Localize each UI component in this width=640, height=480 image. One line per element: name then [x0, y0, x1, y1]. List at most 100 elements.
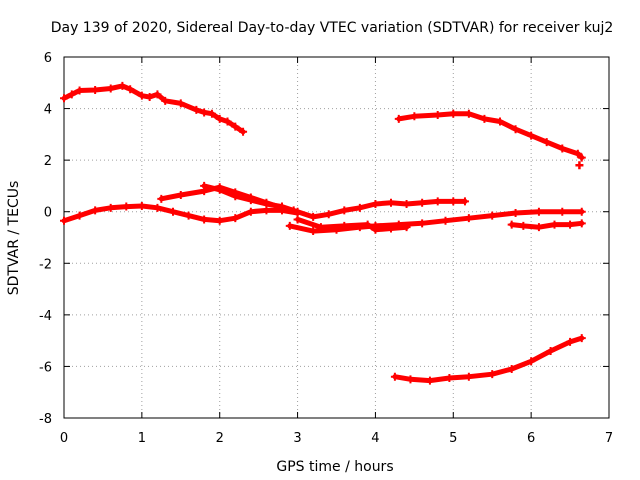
x-tick-labels: 0 1 2 3 4 5 6 7	[60, 431, 613, 446]
x-axis-label: GPS time / hours	[276, 459, 393, 475]
data-point	[192, 105, 201, 114]
data-point	[67, 90, 76, 99]
data-point	[176, 99, 185, 108]
data-point	[480, 114, 489, 123]
data-point	[145, 92, 154, 101]
y-tick-label: 4	[44, 103, 52, 118]
x-tick-label: 4	[371, 431, 379, 446]
data-point	[464, 214, 473, 223]
data-point	[558, 144, 567, 153]
data-point	[511, 125, 520, 134]
data-point	[200, 215, 209, 224]
data-point	[246, 196, 255, 205]
data-point	[60, 216, 68, 225]
data-point	[534, 207, 543, 216]
data-point	[157, 194, 166, 203]
data-point	[309, 212, 318, 221]
data-point	[402, 199, 411, 208]
series-arc-2	[394, 109, 586, 162]
data-point	[566, 220, 575, 229]
data-point	[169, 207, 177, 216]
y-tick-label: 0	[44, 206, 52, 221]
data-point	[153, 203, 162, 212]
series-arc-9	[390, 334, 586, 385]
data-point	[231, 214, 240, 223]
x-tick-label: 7	[605, 431, 613, 446]
data-point	[519, 221, 528, 230]
data-point	[106, 203, 115, 212]
plot-frame	[63, 56, 610, 419]
data-point	[106, 84, 115, 93]
series-arc-8	[507, 219, 586, 232]
data-point	[91, 86, 100, 95]
x-tick-label: 6	[527, 431, 535, 446]
data-point	[316, 223, 325, 232]
series-line	[396, 111, 585, 161]
data-point	[137, 202, 146, 211]
data-point	[215, 216, 224, 225]
data-point	[75, 86, 84, 95]
data-point	[246, 207, 255, 216]
data-point	[293, 215, 302, 224]
data-point	[91, 206, 100, 215]
series-arc-1	[60, 81, 248, 136]
data-point	[184, 211, 193, 220]
data-point	[309, 227, 318, 236]
data-point	[122, 202, 131, 211]
series-group	[60, 81, 586, 385]
data-point	[527, 357, 536, 366]
series-arc-7	[293, 215, 411, 234]
data-point	[215, 114, 224, 123]
data-point	[231, 192, 240, 201]
data-point	[527, 131, 536, 140]
data-point	[558, 207, 567, 216]
data-point	[577, 219, 586, 228]
data-point	[534, 223, 543, 232]
series-line	[61, 203, 301, 224]
data-point	[161, 96, 170, 105]
chart-title: Day 139 of 2020, Sidereal Day-to-day VTE…	[51, 20, 614, 36]
data-point	[511, 209, 520, 218]
data-point	[433, 197, 442, 206]
data-point	[433, 111, 442, 120]
data-point	[410, 112, 419, 121]
data-point	[340, 221, 349, 230]
x-tick-label: 0	[60, 431, 68, 446]
data-point	[546, 346, 555, 355]
x-tick-label: 3	[293, 431, 301, 446]
data-point	[441, 216, 450, 225]
data-point	[387, 198, 395, 207]
y-tick-label: -8	[39, 412, 52, 427]
data-point	[425, 376, 434, 385]
outlier-points	[575, 161, 584, 170]
data-point	[507, 365, 516, 374]
data-point	[324, 210, 333, 219]
y-tick-label: 2	[44, 154, 52, 169]
data-point	[293, 207, 302, 216]
data-point	[449, 197, 458, 206]
data-point	[387, 224, 395, 233]
data-point	[75, 211, 84, 220]
x-tick-label: 1	[138, 431, 146, 446]
data-point	[566, 337, 575, 346]
data-point	[262, 199, 271, 208]
y-tick-label: -6	[39, 360, 52, 375]
data-point	[60, 94, 68, 103]
data-point	[363, 220, 372, 229]
data-point	[340, 206, 349, 215]
data-point	[239, 127, 248, 136]
data-point	[176, 190, 185, 199]
data-point	[207, 109, 216, 118]
data-point	[200, 108, 209, 117]
data-point	[464, 109, 473, 118]
data-point	[153, 90, 162, 99]
data-point	[496, 117, 504, 126]
data-point	[118, 81, 127, 90]
data-point	[575, 161, 584, 170]
data-point	[137, 91, 146, 100]
data-point	[577, 334, 586, 343]
data-point	[285, 221, 294, 230]
y-tick-label: -4	[39, 309, 52, 324]
data-point	[402, 223, 411, 232]
data-point	[126, 85, 135, 94]
